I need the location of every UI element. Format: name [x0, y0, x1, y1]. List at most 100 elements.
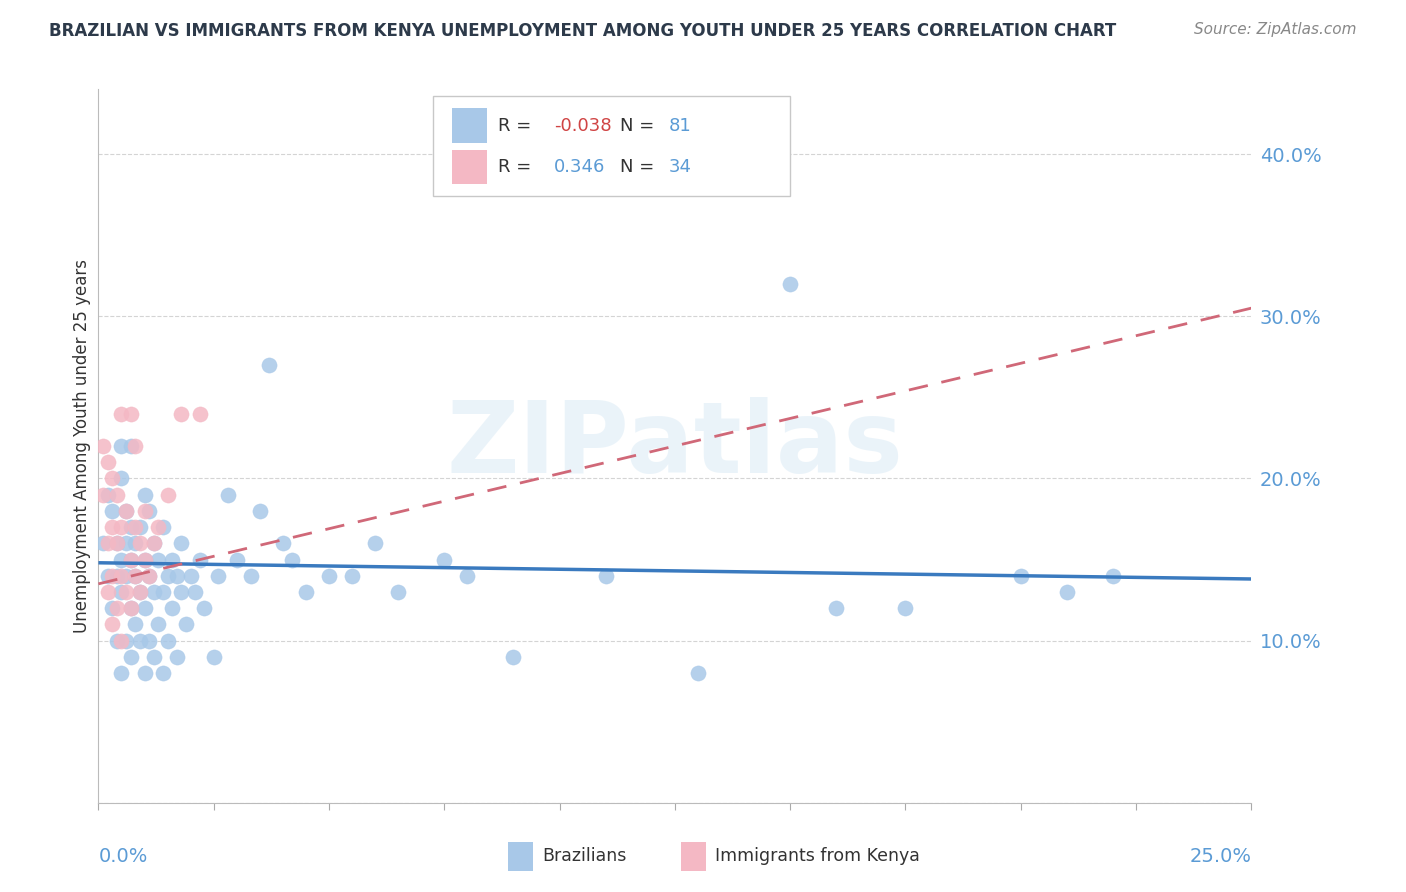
Point: [257, 358, 280, 372]
Point: [180, 568, 202, 582]
Point: [101, 601, 124, 615]
Point: [129, 536, 152, 550]
Point: [115, 536, 138, 550]
Point: [129, 585, 152, 599]
Point: [318, 568, 340, 582]
Point: [184, 585, 207, 599]
Point: [170, 407, 193, 421]
Point: [152, 585, 174, 599]
Point: [91, 536, 114, 550]
Point: [110, 520, 132, 534]
Point: [105, 536, 128, 550]
Point: [120, 601, 142, 615]
Point: [110, 471, 132, 485]
Point: [91, 488, 114, 502]
Point: [105, 633, 128, 648]
Point: [120, 552, 142, 566]
Point: [148, 520, 170, 534]
Y-axis label: Unemployment Among Youth under 25 years: Unemployment Among Youth under 25 years: [73, 259, 91, 633]
Point: [134, 552, 156, 566]
Point: [249, 504, 271, 518]
Point: [134, 666, 156, 681]
FancyBboxPatch shape: [508, 842, 533, 871]
Point: [134, 488, 156, 502]
Point: [120, 649, 142, 664]
Point: [124, 568, 146, 582]
Point: [105, 488, 128, 502]
Point: [340, 568, 363, 582]
Point: [138, 568, 160, 582]
Text: Source: ZipAtlas.com: Source: ZipAtlas.com: [1194, 22, 1357, 37]
Point: [134, 552, 156, 566]
Point: [364, 536, 387, 550]
Point: [129, 633, 152, 648]
Point: [138, 568, 160, 582]
Point: [101, 520, 124, 534]
Point: [148, 552, 170, 566]
Point: [433, 552, 456, 566]
Point: [1010, 568, 1032, 582]
Point: [166, 568, 188, 582]
Point: [148, 617, 170, 632]
Point: [217, 488, 239, 502]
Point: [1056, 585, 1078, 599]
Point: [156, 488, 179, 502]
Point: [170, 536, 193, 550]
Point: [142, 649, 165, 664]
Point: [97, 536, 120, 550]
Point: [271, 536, 294, 550]
Point: [110, 568, 132, 582]
Point: [295, 585, 318, 599]
Text: -0.038: -0.038: [554, 117, 612, 135]
Point: [124, 617, 146, 632]
Point: [110, 439, 132, 453]
Point: [124, 568, 146, 582]
Point: [1102, 568, 1125, 582]
Point: [281, 552, 304, 566]
Text: Brazilians: Brazilians: [543, 847, 627, 865]
Point: [142, 585, 165, 599]
Point: [456, 568, 478, 582]
Point: [170, 585, 193, 599]
Point: [97, 585, 120, 599]
Point: [387, 585, 409, 599]
Point: [110, 407, 132, 421]
Text: N =: N =: [620, 158, 659, 176]
Point: [120, 439, 142, 453]
Point: [779, 277, 801, 291]
Text: ZIPatlas: ZIPatlas: [447, 398, 903, 494]
Point: [138, 504, 160, 518]
Point: [105, 601, 128, 615]
Point: [110, 666, 132, 681]
Point: [120, 520, 142, 534]
Point: [124, 439, 146, 453]
Point: [105, 568, 128, 582]
Point: [502, 649, 524, 664]
Point: [124, 520, 146, 534]
Point: [134, 504, 156, 518]
Text: 25.0%: 25.0%: [1189, 847, 1251, 866]
Point: [166, 649, 188, 664]
Point: [156, 633, 179, 648]
Point: [894, 601, 917, 615]
Text: 81: 81: [669, 117, 692, 135]
Point: [174, 617, 197, 632]
Point: [686, 666, 709, 681]
FancyBboxPatch shape: [433, 96, 790, 196]
FancyBboxPatch shape: [453, 150, 486, 184]
Point: [188, 552, 211, 566]
Point: [134, 601, 156, 615]
Point: [120, 407, 142, 421]
Text: 0.0%: 0.0%: [98, 847, 148, 866]
Point: [97, 568, 120, 582]
Point: [101, 568, 124, 582]
Point: [97, 488, 120, 502]
Point: [160, 601, 183, 615]
Point: [142, 536, 165, 550]
Point: [120, 601, 142, 615]
Point: [152, 666, 174, 681]
Text: Immigrants from Kenya: Immigrants from Kenya: [716, 847, 920, 865]
Point: [193, 601, 215, 615]
Point: [115, 504, 138, 518]
Point: [156, 568, 179, 582]
